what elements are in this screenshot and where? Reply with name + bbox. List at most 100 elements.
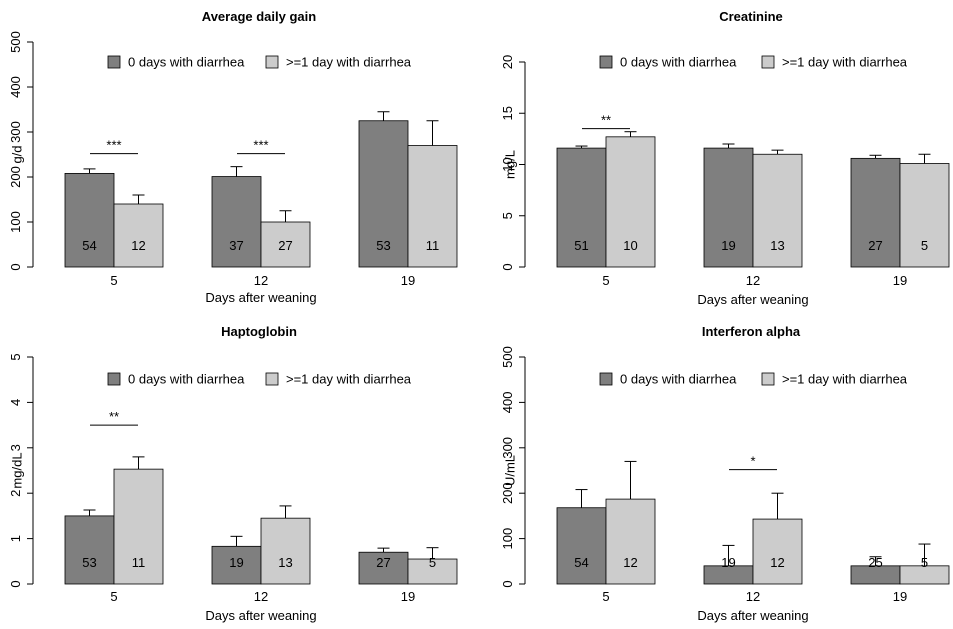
- significance-label: **: [109, 409, 119, 424]
- bar-group-b: [407, 145, 458, 268]
- legend-swatch-b: [265, 55, 279, 69]
- y-tick-label: 400: [8, 76, 23, 98]
- y-tick-label: 1: [8, 535, 23, 542]
- y-tick-label: 0: [8, 263, 23, 270]
- y-tick-label: 10: [500, 157, 515, 171]
- bar-n-label: 5: [921, 555, 928, 570]
- bar-n-label: 25: [868, 555, 882, 570]
- bar-n-label: 54: [82, 238, 96, 253]
- y-tick-label: 15: [500, 106, 515, 120]
- y-axis-label: mg/dL: [10, 452, 25, 488]
- y-tick-label: 0: [8, 580, 23, 587]
- bar-group-b: [605, 136, 656, 268]
- chart-panel: Interferon alpha 0 100 200 300 400 500 U/mL 54 12…: [500, 324, 950, 623]
- bar-n-label: 27: [868, 238, 882, 253]
- bar-group-b: [260, 221, 311, 268]
- chart-title: Interferon alpha: [702, 324, 801, 339]
- x-axis-label: Days after weaning: [205, 608, 316, 623]
- bar-group-a: [556, 147, 607, 268]
- bar-group-b: [605, 498, 656, 585]
- bar-group-b: [113, 468, 164, 585]
- x-tick-label: 5: [602, 589, 609, 604]
- bar-n-label: 53: [82, 555, 96, 570]
- x-tick-label: 12: [254, 273, 268, 288]
- legend-label-a: 0 days with diarrhea: [620, 372, 737, 387]
- y-tick-label: 400: [500, 392, 515, 414]
- bar-group-b: [260, 517, 311, 585]
- bar-group-b: [899, 163, 950, 268]
- y-tick-label: 300: [8, 121, 23, 143]
- bar-group-a: [211, 545, 262, 585]
- legend-label-b: >=1 day with diarrhea: [286, 55, 412, 70]
- legend-label-b: >=1 day with diarrhea: [782, 372, 908, 387]
- y-axis-label: g/d: [10, 145, 25, 163]
- legend-label-b: >=1 day with diarrhea: [286, 372, 412, 387]
- y-tick-label: 300: [500, 437, 515, 459]
- y-axis-label: mg/L: [503, 150, 518, 179]
- legend-label-a: 0 days with diarrhea: [128, 372, 245, 387]
- legend-label-a: 0 days with diarrhea: [128, 55, 245, 70]
- chart-title: Creatinine: [719, 9, 783, 24]
- significance-label: ***: [253, 138, 268, 153]
- x-axis-label: Days after weaning: [697, 292, 808, 307]
- x-tick-label: 19: [893, 589, 907, 604]
- legend-swatch-a: [599, 372, 613, 386]
- y-tick-label: 0: [500, 580, 515, 587]
- bar-group-b: [899, 565, 950, 585]
- bar-group-a: [358, 120, 409, 268]
- bar-group-a: [64, 515, 115, 585]
- bar-n-label: 13: [278, 555, 292, 570]
- chart-panel: Creatinine 0 5 10 15 20 mg/L 51 10 5 19 13 12 27 5 19 Da…: [500, 9, 950, 307]
- x-tick-label: 5: [110, 273, 117, 288]
- y-tick-label: 200: [8, 166, 23, 188]
- bar-group-b: [113, 203, 164, 268]
- x-tick-label: 12: [746, 589, 760, 604]
- bar-n-label: 19: [721, 555, 735, 570]
- x-tick-label: 19: [893, 273, 907, 288]
- bar-group-a: [358, 551, 409, 585]
- x-tick-label: 12: [254, 589, 268, 604]
- legend-swatch-b: [761, 55, 775, 69]
- bar-n-label: 10: [623, 238, 637, 253]
- chart-panel: Average daily gain 0 100 200 300 400 500 g/d 54 1…: [8, 9, 458, 305]
- y-tick-label: 0: [500, 263, 515, 270]
- y-tick-label: 5: [8, 353, 23, 360]
- bar-n-label: 19: [721, 238, 735, 253]
- legend-swatch-a: [599, 55, 613, 69]
- y-tick-label: 500: [500, 346, 515, 368]
- x-tick-label: 12: [746, 273, 760, 288]
- legend-swatch-b: [265, 372, 279, 386]
- y-tick-label: 100: [8, 211, 23, 233]
- legend-swatch-b: [761, 372, 775, 386]
- bar-n-label: 27: [376, 555, 390, 570]
- bar-n-label: 51: [574, 238, 588, 253]
- y-tick-label: 5: [500, 212, 515, 219]
- x-tick-label: 19: [401, 273, 415, 288]
- y-tick-label: 20: [500, 55, 515, 69]
- y-tick-label: 100: [500, 528, 515, 550]
- x-axis-label: Days after weaning: [205, 290, 316, 305]
- bar-n-label: 5: [429, 555, 436, 570]
- x-tick-label: 19: [401, 589, 415, 604]
- y-axis-label: U/mL: [503, 455, 518, 486]
- x-axis-label: Days after weaning: [697, 608, 808, 623]
- bar-n-label: 19: [229, 555, 243, 570]
- y-tick-label: 3: [8, 444, 23, 451]
- x-tick-label: 5: [602, 273, 609, 288]
- bar-group-b: [752, 518, 803, 585]
- y-tick-label: 200: [500, 482, 515, 504]
- significance-label: ***: [106, 138, 121, 153]
- legend-swatch-a: [107, 372, 121, 386]
- y-tick-label: 500: [8, 31, 23, 53]
- chart-title: Haptoglobin: [221, 324, 297, 339]
- x-tick-label: 5: [110, 589, 117, 604]
- bar-n-label: 11: [426, 238, 440, 253]
- bar-n-label: 12: [131, 238, 145, 253]
- bar-group-a: [703, 147, 754, 268]
- bar-group-a: [556, 507, 607, 585]
- y-tick-label: 2: [8, 490, 23, 497]
- bar-n-label: 53: [376, 238, 390, 253]
- legend-swatch-a: [107, 55, 121, 69]
- bar-group-a: [211, 176, 262, 268]
